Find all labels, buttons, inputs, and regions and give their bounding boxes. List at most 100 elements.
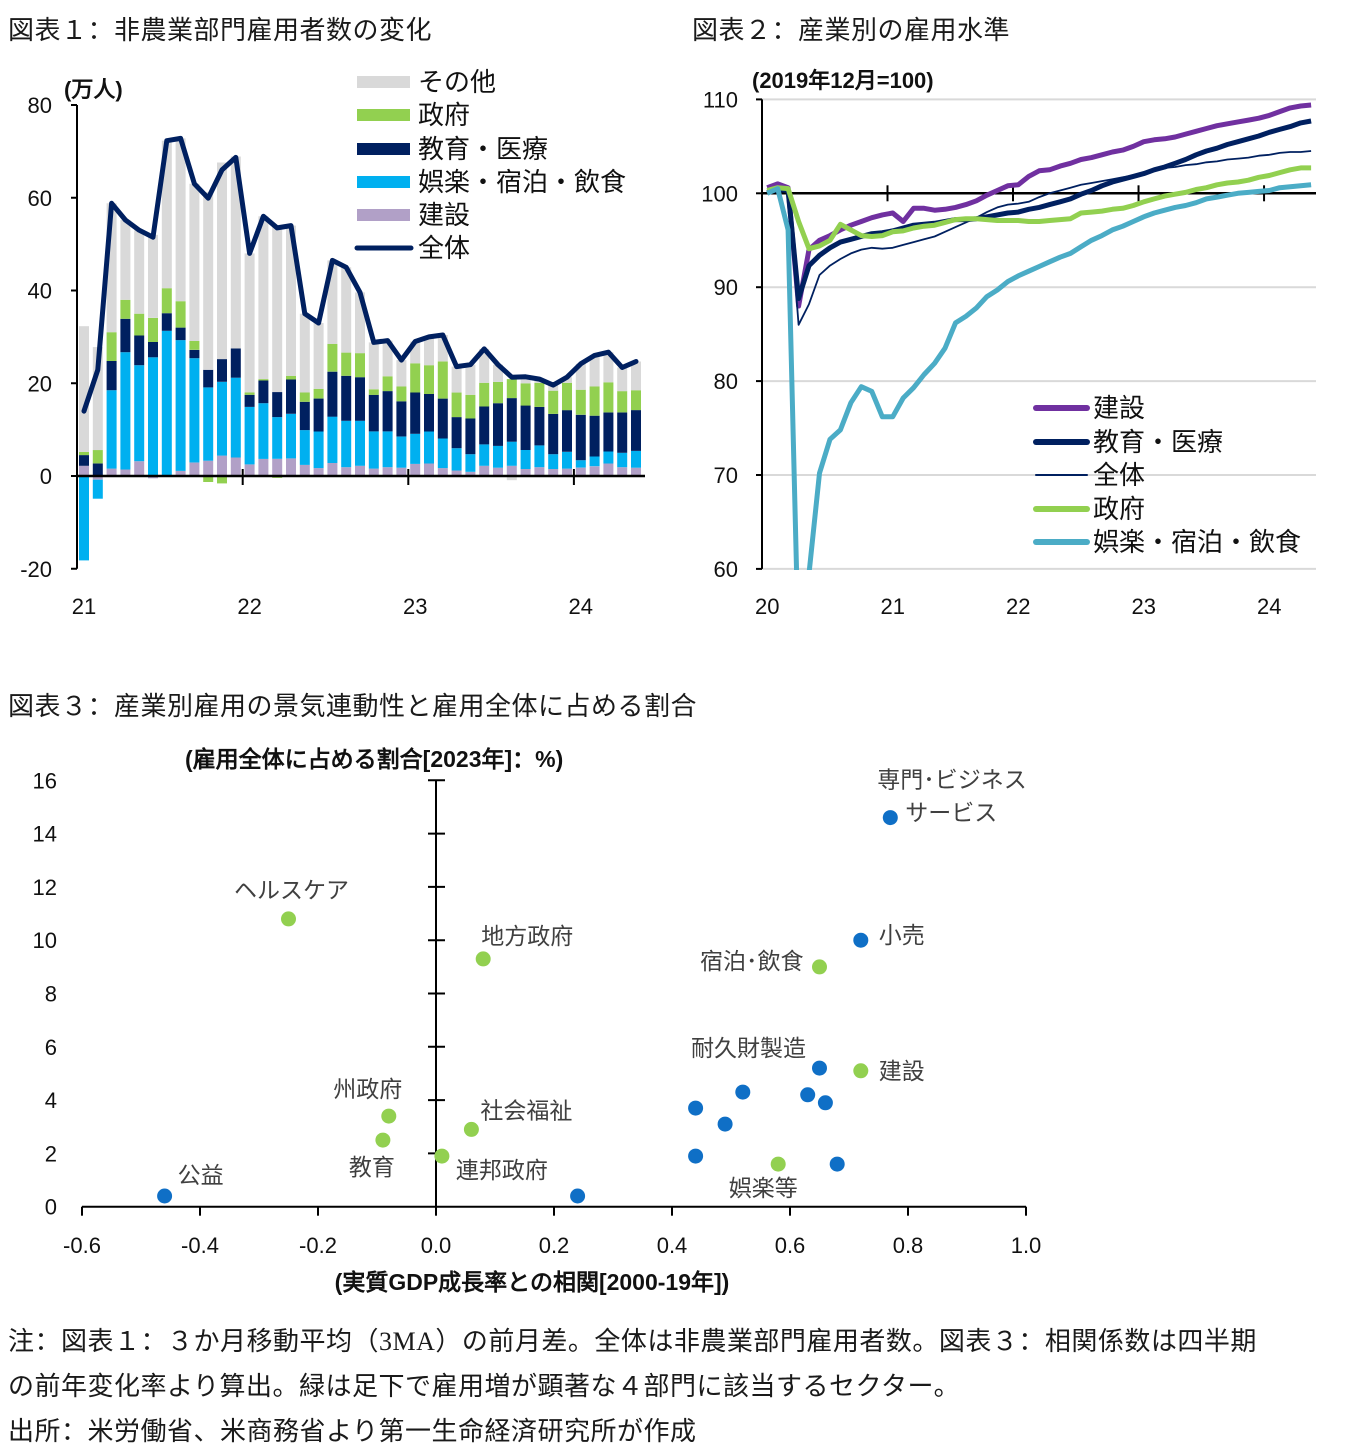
bar-segment — [120, 352, 131, 470]
bar-segment — [313, 323, 324, 389]
bar-segment — [286, 379, 296, 414]
bar-segment — [217, 476, 227, 484]
y-tick-label: 70 — [714, 463, 738, 488]
bar-segment — [437, 361, 448, 399]
bar-segment — [258, 379, 269, 381]
bar-segment — [134, 461, 145, 476]
bar-segment — [313, 388, 324, 399]
bar-segment — [92, 479, 103, 499]
bar-segment — [603, 463, 614, 476]
bar-segment — [258, 380, 269, 404]
bar-segment — [410, 433, 421, 464]
bar-segment — [189, 462, 200, 476]
bar-segment — [175, 340, 186, 471]
series-line — [767, 150, 1312, 326]
scatter-point — [375, 1132, 391, 1148]
bar-segment — [575, 363, 586, 390]
bar-segment — [396, 360, 407, 387]
y-tick-label: 110 — [703, 87, 738, 112]
bar-segment — [437, 398, 448, 439]
scatter-point — [853, 932, 869, 948]
footnote-line-2: の前年変化率より算出。緑は足下で雇用増が顕著な４部門に該当するセクター。 — [8, 1372, 961, 1401]
bar-segment — [134, 313, 145, 336]
bar-segment — [465, 394, 476, 419]
bar-segment — [382, 391, 393, 432]
bar-segment — [603, 412, 614, 452]
y-tick-label: 14 — [33, 822, 57, 847]
bar-segment — [244, 392, 255, 395]
point-label: 建設 — [879, 1058, 925, 1084]
bar-segment — [575, 414, 586, 461]
x-tick-label: 22 — [237, 594, 261, 619]
scatter-point — [688, 1100, 704, 1116]
bar-segment — [327, 371, 338, 417]
bar-segment — [203, 369, 214, 388]
source-line: 出所：米労働省、米商務省より第一生命経済研究所が作成 — [8, 1417, 697, 1446]
bar-segment — [506, 476, 517, 481]
series-line — [766, 118, 1312, 301]
bar-segment — [92, 463, 103, 476]
legend-item: 娯楽・宿泊・飲食 — [1033, 527, 1301, 557]
bar-segment — [161, 313, 172, 331]
bar-segment — [368, 468, 379, 476]
bar-segment — [493, 403, 503, 446]
chart1-title: 図表１：非農業部門雇用者数の変化 — [8, 16, 433, 45]
chart2-employment-level-by-industry: 110 100 90 80 70 60 20 21 22 23 24 (2019年12月=100) 建設… — [701, 68, 1316, 619]
y-tick-label: 10 — [33, 928, 57, 953]
scatter-point — [829, 1156, 845, 1172]
x-tick-label: -0.4 — [181, 1233, 219, 1258]
x-tick-label: 1.0 — [1011, 1233, 1042, 1258]
bar-segment — [437, 468, 448, 476]
chart2-title: 図表２：産業別の雇用水準 — [692, 16, 1011, 45]
footnote-line-1: 注：図表１：３か月移動平均（3MA）の前月差。全体は非農業部門雇用者数。図表３：… — [8, 1327, 1257, 1356]
y-tick-label: 4 — [45, 1088, 57, 1113]
bar-segment — [548, 454, 559, 469]
bar-segment — [465, 418, 476, 455]
legend-item: その他 — [357, 67, 496, 97]
bar-segment — [286, 225, 296, 376]
point-label: 地方政府 — [481, 923, 573, 949]
bar-segment — [286, 375, 296, 380]
bar-segment — [479, 406, 490, 445]
bar-segment — [631, 410, 641, 451]
bar-segment — [479, 348, 490, 383]
bar-segment — [175, 327, 186, 341]
y-tick-label: 2 — [45, 1141, 57, 1166]
series-line — [766, 182, 1312, 570]
bar-segment — [493, 381, 503, 404]
point-label: サービス — [905, 800, 997, 826]
x-tick-label: 21 — [880, 594, 904, 619]
x-tick-label: 0.6 — [775, 1233, 806, 1258]
bar-segment — [341, 267, 352, 353]
bar-segment — [493, 364, 503, 382]
bar-segment — [134, 335, 145, 366]
bar-segment — [244, 464, 255, 476]
x-tick-label: 24 — [569, 594, 593, 619]
total-line — [81, 135, 639, 414]
bar-segment — [382, 431, 393, 468]
bar-segment — [548, 413, 559, 455]
bar-segment — [534, 406, 545, 446]
bar-segment — [617, 467, 628, 476]
bar-segment — [396, 386, 407, 402]
bar-segment — [424, 431, 434, 464]
bar-segment — [217, 359, 227, 382]
y-axis-title: (万人) — [64, 77, 123, 102]
y-tick-label: 90 — [714, 275, 738, 300]
bar-segment — [120, 299, 131, 319]
bar-segment — [327, 463, 338, 476]
bar-segment — [520, 469, 531, 476]
series-lines — [766, 102, 1312, 570]
bar-segment — [534, 382, 545, 407]
x-tick-label: 22 — [1006, 594, 1030, 619]
scatter-point — [688, 1148, 704, 1164]
bar-segment — [479, 465, 490, 476]
bar-segment — [327, 343, 338, 372]
bar-segment — [437, 438, 448, 469]
chart3-title: 図表３：産業別雇用の景気連動性と雇用全体に占める割合 — [8, 692, 698, 721]
y-tick-label: 60 — [28, 186, 52, 211]
bar-segment — [203, 192, 214, 370]
bar-segment — [451, 470, 462, 476]
